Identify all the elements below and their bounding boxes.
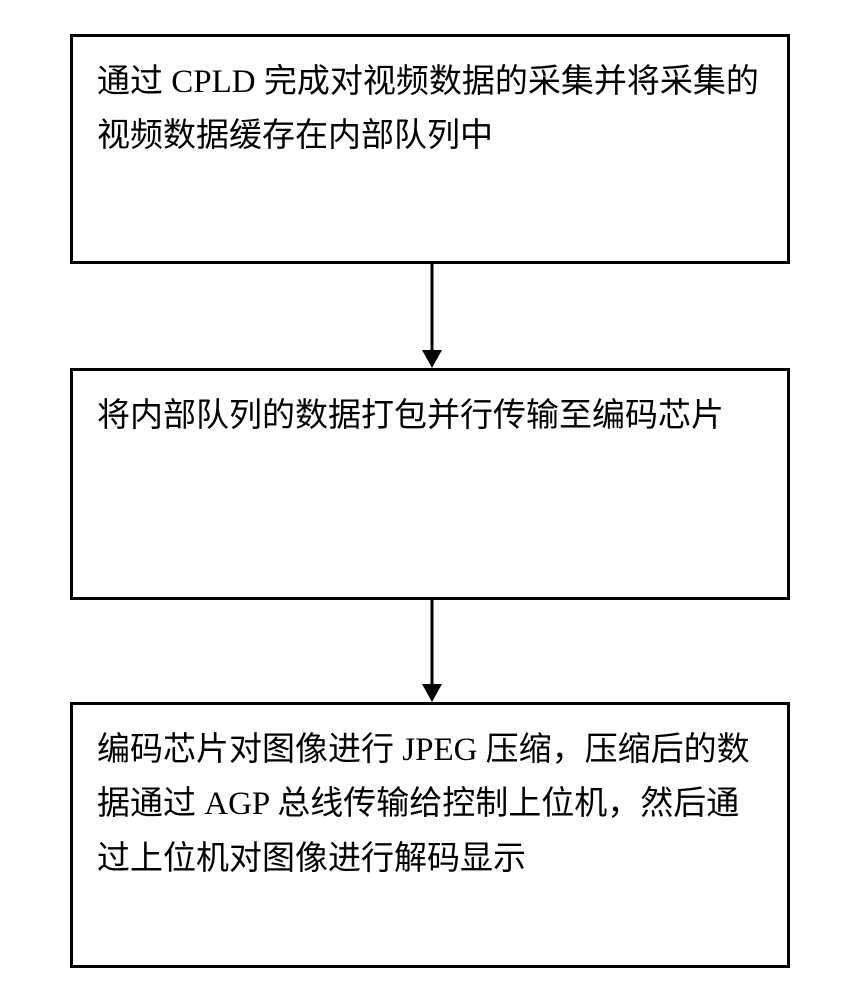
flowchart-step-3-text: 编码芯片对图像进行 JPEG 压缩，压缩后的数据通过 AGP 总线传输给控制上位…	[97, 732, 750, 877]
flowchart-step-2: 将内部队列的数据打包并行传输至编码芯片	[70, 368, 790, 600]
flowchart-step-3: 编码芯片对图像进行 JPEG 压缩，压缩后的数据通过 AGP 总线传输给控制上位…	[70, 702, 790, 968]
arrow-head	[422, 350, 442, 368]
flowchart-step-1: 通过 CPLD 完成对视频数据的采集并将采集的视频数据缓存在内部队列中	[70, 34, 790, 264]
arrow-shaft	[431, 600, 434, 684]
flowchart-step-1-text: 通过 CPLD 完成对视频数据的采集并将采集的视频数据缓存在内部队列中	[97, 64, 759, 154]
arrow-shaft	[431, 264, 434, 350]
flowchart-canvas: 通过 CPLD 完成对视频数据的采集并将采集的视频数据缓存在内部队列中 将内部队…	[0, 0, 864, 1000]
flowchart-step-2-text: 将内部队列的数据打包并行传输至编码芯片	[97, 398, 724, 434]
arrow-head	[422, 684, 442, 702]
